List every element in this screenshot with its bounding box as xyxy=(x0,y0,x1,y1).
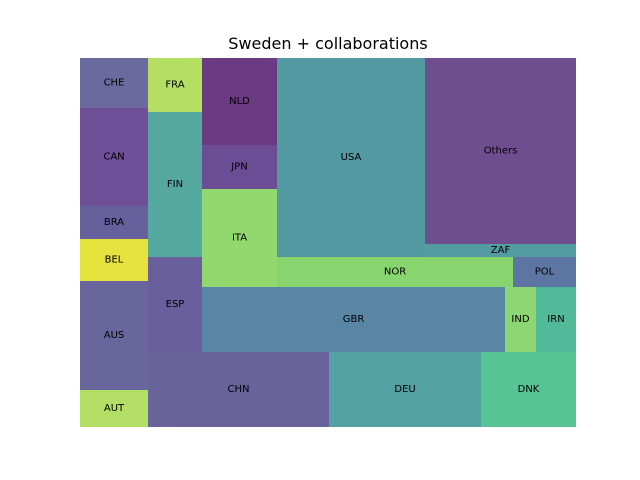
treemap-cell-aut xyxy=(80,390,148,427)
treemap-label-irn: IRN xyxy=(547,314,564,325)
treemap-cell-bel xyxy=(80,239,148,281)
treemap-cell-can xyxy=(80,108,148,206)
treemap-label-nld: NLD xyxy=(229,96,250,107)
chart-title: Sweden + collaborations xyxy=(228,34,427,53)
treemap-label-others: Others xyxy=(484,146,518,157)
treemap-cell-zaf xyxy=(425,244,576,257)
treemap-cell-fra xyxy=(148,58,202,112)
treemap-cell-bra xyxy=(80,206,148,239)
treemap-cell-jpn xyxy=(202,145,277,189)
treemap-label-bel: BEL xyxy=(105,255,124,266)
treemap-cell-fin xyxy=(148,112,202,257)
treemap-cells: CHE CAN BRA BEL AUS AUT FRA FIN ESP NLD JPN ITA USA O… xyxy=(80,58,576,427)
treemap-cell-nor xyxy=(277,257,513,287)
treemap-cell-che xyxy=(80,58,148,108)
treemap-cell-ita xyxy=(202,189,277,287)
treemap-cell-ind xyxy=(505,287,536,352)
treemap-label-zaf: ZAF xyxy=(491,245,511,256)
treemap-label-dnk: DNK xyxy=(518,384,540,395)
treemap-cell-pol xyxy=(513,257,576,287)
treemap-cell-irn xyxy=(536,287,576,352)
treemap-cell-others xyxy=(425,58,576,244)
treemap-cell-esp xyxy=(148,257,202,352)
treemap-cell-aus xyxy=(80,281,148,390)
treemap-label-can: CAN xyxy=(103,152,124,163)
treemap-label-gbr: GBR xyxy=(343,314,365,325)
treemap-cell-chn xyxy=(148,352,329,427)
treemap-label-aus: AUS xyxy=(104,330,125,341)
treemap-label-fra: FRA xyxy=(165,80,184,91)
treemap-label-nor: NOR xyxy=(384,267,406,278)
treemap-label-jpn: JPN xyxy=(230,162,247,173)
treemap-label-bra: BRA xyxy=(104,217,124,228)
treemap-cell-nld xyxy=(202,58,277,145)
treemap-cell-usa xyxy=(277,58,425,257)
treemap-label-pol: POL xyxy=(535,267,555,278)
treemap-label-fin: FIN xyxy=(167,179,183,190)
treemap-label-esp: ESP xyxy=(166,299,185,310)
treemap-label-che: CHE xyxy=(104,78,125,89)
treemap-label-usa: USA xyxy=(341,152,362,163)
treemap-cell-gbr xyxy=(202,287,505,352)
treemap-label-aut: AUT xyxy=(104,403,125,414)
treemap-label-ind: IND xyxy=(511,314,529,325)
treemap-label-ita: ITA xyxy=(232,233,247,244)
treemap-label-deu: DEU xyxy=(394,384,415,395)
treemap-cell-dnk xyxy=(481,352,576,427)
treemap-cell-deu xyxy=(329,352,481,427)
treemap-label-chn: CHN xyxy=(228,384,250,395)
